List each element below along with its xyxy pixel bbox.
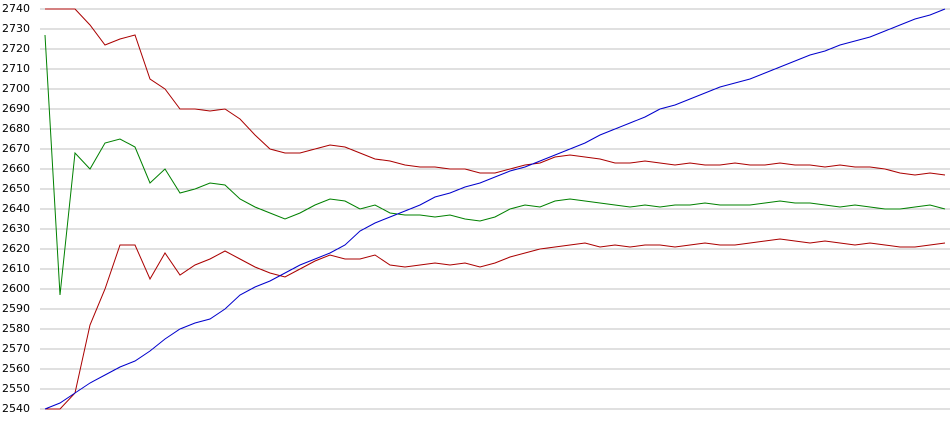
y-tick-label: 2710	[2, 62, 30, 75]
y-tick-label: 2720	[2, 42, 30, 55]
y-tick-label: 2560	[2, 362, 30, 375]
series-line	[44, 8, 946, 410]
y-tick-label: 2590	[2, 302, 30, 315]
series-line	[45, 238, 946, 410]
y-tick-label: 2690	[2, 102, 30, 115]
y-tick-label: 2700	[2, 82, 30, 95]
y-tick-label: 2550	[2, 382, 30, 395]
y-tick-label: 2650	[2, 182, 30, 195]
y-tick-label: 2570	[2, 342, 30, 355]
y-tick-label: 2640	[2, 202, 30, 215]
y-tick-label: 2730	[2, 22, 30, 35]
y-tick-label: 2670	[2, 142, 30, 155]
y-tick-label: 2600	[2, 282, 30, 295]
series-line	[44, 34, 946, 296]
y-tick-label: 2660	[2, 162, 30, 175]
y-tick-label: 2740	[2, 2, 30, 15]
y-tick-label: 2580	[2, 322, 30, 335]
y-tick-label: 2680	[2, 122, 30, 135]
y-tick-label: 2630	[2, 222, 30, 235]
series-line	[45, 8, 946, 176]
y-tick-label: 2620	[2, 242, 30, 255]
y-tick-label: 2610	[2, 262, 30, 275]
y-tick-label: 2540	[2, 402, 30, 415]
